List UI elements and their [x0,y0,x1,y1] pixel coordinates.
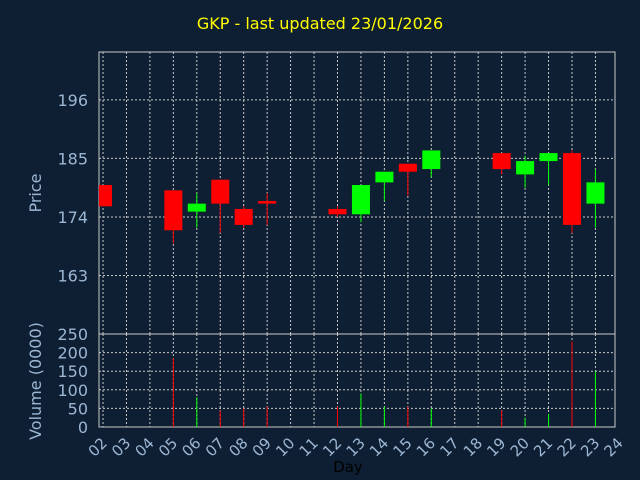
volume-tick-label: 50 [68,399,88,418]
volume-panel-frame [98,333,616,428]
candle-body [328,208,347,215]
candle-body [99,185,112,207]
x-tick-label: 09 [249,434,275,460]
volume-tick-label: 0 [78,418,88,437]
x-tick-label: 06 [178,434,204,460]
x-tick-label: 04 [131,434,157,460]
candle-body [563,153,581,225]
x-tick-label: 18 [460,434,486,460]
volume-axis-label: Volume (0000) [26,322,45,440]
x-tick-label: 15 [389,434,415,460]
price-tick-label: 174 [57,208,88,227]
x-tick-label: 07 [202,434,228,460]
candle-body [375,171,394,183]
x-tick-label: 23 [577,434,603,460]
candle-body [258,200,277,204]
candle-body [187,203,206,212]
volume-tick-label: 200 [57,344,88,363]
x-tick-label: 24 [600,434,626,460]
x-tick-label: 05 [155,434,181,460]
volume-tick-label: 150 [57,362,88,381]
candle-body [234,208,253,225]
candle-body [211,179,230,204]
x-tick-label: 08 [225,434,251,460]
x-tick-label: 10 [272,434,298,460]
x-tick-label: 11 [296,434,322,460]
x-tick-label: 14 [366,434,392,460]
chart-title: GKP - last updated 23/01/2026 [196,14,444,33]
price-tick-label: 163 [57,266,88,285]
x-tick-label: 12 [319,434,345,460]
price-candles [99,150,605,244]
candle-body [586,182,605,204]
volume-bars [172,341,596,427]
candle-body [351,185,370,215]
volume-tick-label: 100 [57,381,88,400]
x-tick-label: 13 [343,434,369,460]
candle-body [492,153,511,170]
x-tick-label: 17 [436,434,462,460]
price-tick-label: 185 [57,149,88,168]
x-tick-label: 20 [507,434,533,460]
x-tick-label: 21 [530,434,556,460]
x-tick-label: 16 [413,434,439,460]
candle-body [422,150,441,170]
price-axis-label: Price [26,173,45,212]
candle-body [539,153,558,162]
x-tick-label: 19 [483,434,509,460]
x-tick-label: 03 [108,434,134,460]
x-tick-label: 22 [554,434,580,460]
x-tick-label: 02 [85,434,111,460]
candle-body [516,161,535,175]
candle-body [164,190,183,231]
x-axis-label: Day [333,458,363,476]
price-tick-label: 196 [57,91,88,110]
volume-tick-label: 250 [57,325,88,344]
candle-body [398,163,417,172]
